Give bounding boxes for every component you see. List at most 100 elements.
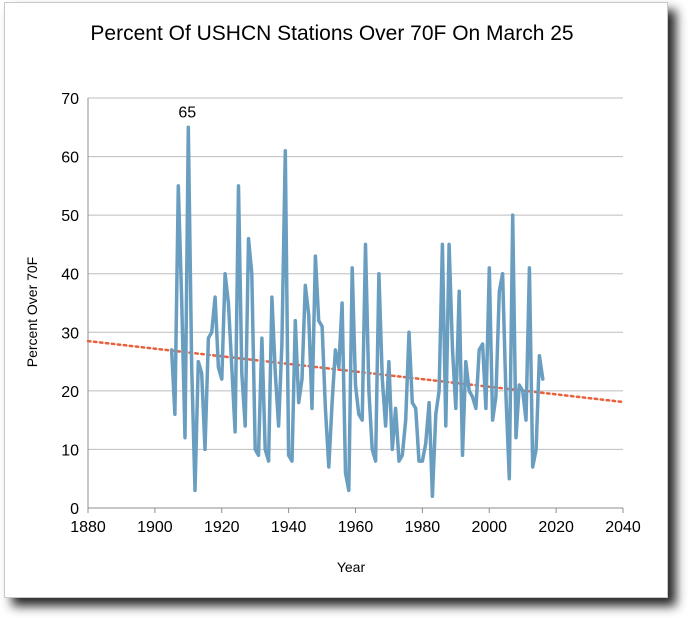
data-point xyxy=(481,343,484,346)
y-tick-label: 0 xyxy=(70,501,79,518)
x-tick-label: 2040 xyxy=(605,519,641,536)
x-tick-label: 1900 xyxy=(137,519,173,536)
data-point xyxy=(401,454,404,457)
data-point xyxy=(204,448,207,451)
data-point xyxy=(220,378,223,381)
series-layer xyxy=(169,125,545,499)
x-tick-label: 1980 xyxy=(405,519,441,536)
axes xyxy=(87,98,624,513)
data-point xyxy=(247,237,250,240)
x-tick-label: 1920 xyxy=(204,519,240,536)
data-point xyxy=(321,325,324,328)
data-point xyxy=(421,460,424,463)
y-tick-label: 40 xyxy=(61,267,79,284)
data-point xyxy=(408,331,411,334)
data-point xyxy=(501,272,504,275)
data-point xyxy=(428,401,431,404)
y-tick-label: 60 xyxy=(61,150,79,167)
data-point xyxy=(224,272,227,275)
data-point xyxy=(468,389,471,392)
data-point xyxy=(464,360,467,363)
data-point xyxy=(491,419,494,422)
data-point xyxy=(347,489,350,492)
data-point xyxy=(541,378,544,381)
y-tick-label: 20 xyxy=(61,384,79,401)
data-point xyxy=(254,448,257,451)
data-point xyxy=(287,454,290,457)
data-point xyxy=(377,272,380,275)
data-point xyxy=(297,401,300,404)
data-point xyxy=(354,384,357,387)
data-point xyxy=(414,407,417,410)
data-point xyxy=(290,460,293,463)
y-tick-label: 50 xyxy=(61,208,79,225)
data-point xyxy=(294,319,297,322)
data-point xyxy=(307,313,310,316)
x-tick-label: 2020 xyxy=(538,519,574,536)
data-point xyxy=(183,436,186,439)
data-point xyxy=(190,366,193,369)
data-point xyxy=(478,348,481,351)
data-point xyxy=(424,442,427,445)
data-point xyxy=(438,389,441,392)
data-point xyxy=(173,413,176,416)
data-point xyxy=(230,366,233,369)
y-tick-label: 30 xyxy=(61,325,79,342)
y-tick-label: 10 xyxy=(61,442,79,459)
x-tick-label: 1880 xyxy=(70,519,106,536)
data-point xyxy=(511,214,514,217)
data-label-annotation: 65 xyxy=(178,104,196,121)
x-tick-label: 2000 xyxy=(471,519,507,536)
data-point xyxy=(525,419,528,422)
data-point xyxy=(237,184,240,187)
data-point xyxy=(441,243,444,246)
data-point xyxy=(264,448,267,451)
data-point xyxy=(394,407,397,410)
data-point xyxy=(484,407,487,410)
data-point xyxy=(267,460,270,463)
data-point xyxy=(234,430,237,433)
data-point xyxy=(474,407,477,410)
data-point xyxy=(170,348,173,351)
data-point xyxy=(180,296,183,299)
y-tick-label: 70 xyxy=(61,91,79,108)
data-point xyxy=(200,372,203,375)
data-point xyxy=(538,354,541,357)
data-point xyxy=(244,425,247,428)
data-point xyxy=(334,348,337,351)
data-point xyxy=(250,272,253,275)
data-point xyxy=(257,454,260,457)
data-point xyxy=(451,348,454,351)
data-point xyxy=(301,378,304,381)
data-point xyxy=(531,466,534,469)
data-point xyxy=(270,296,273,299)
data-point xyxy=(197,360,200,363)
data-point xyxy=(371,448,374,451)
data-point xyxy=(280,343,283,346)
chart-frame xyxy=(4,2,668,598)
data-point xyxy=(411,401,414,404)
tick-labels: 0 10 20 30 40 50 60 70 1880 1900 1920 1940 1960 1980 2… xyxy=(61,91,641,536)
data-point xyxy=(374,460,377,463)
data-point xyxy=(277,425,280,428)
data-point xyxy=(515,436,518,439)
data-point xyxy=(454,407,457,410)
data-point xyxy=(260,337,263,340)
data-point xyxy=(274,372,277,375)
data-point xyxy=(351,266,354,269)
data-point xyxy=(458,290,461,293)
data-point xyxy=(284,149,287,152)
data-point xyxy=(364,243,367,246)
data-point xyxy=(314,255,317,258)
data-point xyxy=(535,448,538,451)
data-point xyxy=(210,331,213,334)
data-point xyxy=(304,284,307,287)
data-point xyxy=(391,448,394,451)
x-tick-label: 1940 xyxy=(271,519,307,536)
data-point xyxy=(504,395,507,398)
data-point xyxy=(367,389,370,392)
data-point xyxy=(194,489,197,492)
data-point xyxy=(214,296,217,299)
data-point xyxy=(177,184,180,187)
